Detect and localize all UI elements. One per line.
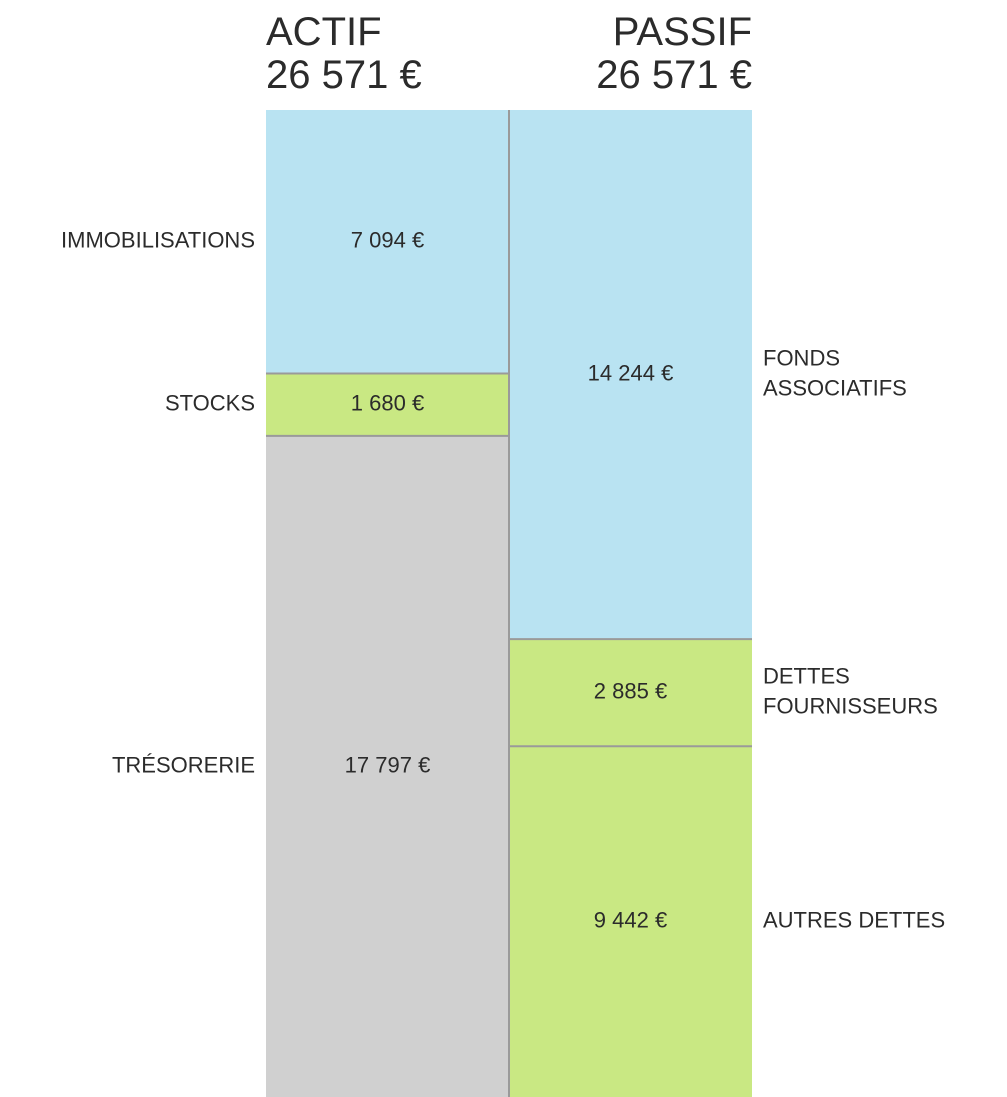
segment — [509, 110, 752, 640]
segment-name: FONDS — [763, 345, 840, 370]
segment-name: DETTES — [763, 663, 850, 688]
column-total: 26 571 € — [596, 53, 752, 97]
column-title: ACTIF — [266, 10, 382, 54]
column-total: 26 571 € — [266, 53, 422, 97]
segment-name: ASSOCIATIFS — [763, 375, 907, 400]
segment — [266, 373, 509, 436]
column-title: PASSIF — [613, 10, 752, 54]
value-label: 17 797 € — [345, 752, 431, 777]
segment-name: AUTRES DETTES — [763, 907, 945, 932]
segment-name: FOURNISSEURS — [763, 693, 938, 718]
segment-name: IMMOBILISATIONS — [61, 228, 255, 253]
segment — [509, 639, 752, 747]
segment — [266, 110, 509, 374]
value-label: 1 680 € — [351, 391, 424, 416]
segment — [266, 435, 509, 1097]
segment-name: STOCKS — [165, 391, 255, 416]
segment-name: TRÉSORERIE — [112, 752, 255, 777]
value-label: 7 094 € — [351, 228, 424, 253]
value-label: 9 442 € — [594, 907, 667, 932]
value-label: 2 885 € — [594, 678, 667, 703]
value-label: 14 244 € — [588, 360, 674, 385]
segment — [509, 746, 752, 1097]
